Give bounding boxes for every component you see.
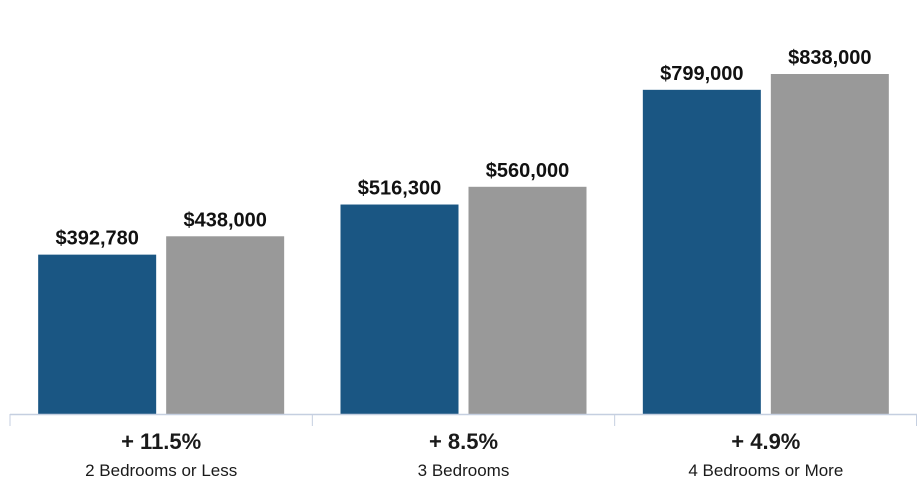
category-label: 2 Bedrooms or Less [85,461,237,480]
category-label: 4 Bedrooms or More [688,461,843,480]
data-label: $838,000 [788,47,871,69]
bar-3-series-1 [642,89,761,414]
category-label: 3 Bedrooms [418,461,510,480]
value-labels-layer: $392,780 $438,000 $516,300 $560,000 $799,000… [55,47,871,250]
data-label: $560,000 [486,160,569,182]
bar-2-series-1 [340,204,459,414]
bar-2-series-2 [468,186,587,414]
data-label: $516,300 [358,178,441,200]
data-label: $392,780 [55,228,138,250]
change-label: + 4.9% [731,429,800,454]
data-label: $799,000 [660,63,743,85]
bars-layer [38,74,889,414]
bar-1-series-1 [38,254,157,414]
bar-3-series-2 [770,74,889,414]
change-label: + 8.5% [429,429,498,454]
x-axis [9,413,917,426]
data-label: $438,000 [183,209,266,231]
change-label: + 11.5% [121,429,201,454]
bar-1-series-2 [166,236,285,414]
category-labels-layer: + 11.5% 2 Bedrooms or Less + 8.5% 3 Bedroom… [85,429,843,480]
